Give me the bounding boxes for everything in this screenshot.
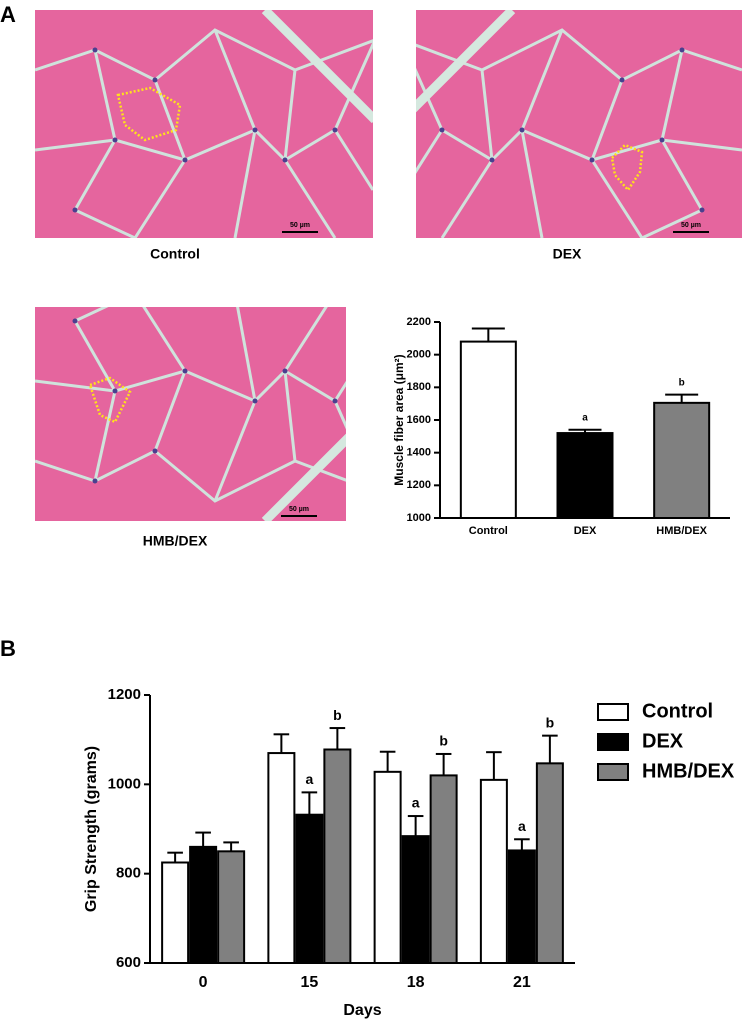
bar (556, 432, 614, 520)
bar (479, 778, 508, 964)
panel-label: B (0, 636, 16, 661)
x-tick-label: 15 (300, 974, 318, 991)
bar (373, 770, 402, 964)
bar (429, 774, 458, 965)
significance-label: a (412, 795, 420, 811)
y-tick-label: 800 (116, 865, 141, 882)
panel-label: A (0, 2, 16, 27)
bar (161, 861, 190, 964)
bar (653, 401, 711, 520)
legend-swatch (597, 733, 629, 751)
y-tick-label: 1400 (407, 447, 431, 459)
caption: HMB/DEX (143, 533, 208, 549)
x-tick-label: Control (469, 525, 508, 537)
legend-swatch (597, 763, 629, 781)
bar (401, 835, 430, 964)
bar (217, 850, 246, 964)
bar (189, 845, 218, 964)
y-tick-label: 1200 (108, 686, 141, 703)
bar (323, 748, 352, 965)
x-tick-label: 0 (199, 974, 208, 991)
y-tick-label: 1600 (407, 414, 431, 426)
scale-bar-label: 50 µm (289, 506, 309, 513)
bar (267, 752, 296, 964)
significance-label: b (679, 377, 685, 388)
x-tick-label: 21 (513, 974, 531, 991)
y-tick-label: 2200 (407, 316, 431, 328)
y-tick-label: 2000 (407, 349, 431, 361)
y-tick-label: 1200 (407, 479, 431, 491)
significance-label: b (546, 714, 555, 730)
significance-label: b (333, 707, 342, 723)
x-tick-label: HMB/DEX (656, 525, 707, 537)
bar (295, 813, 324, 964)
significance-label: a (582, 412, 588, 423)
y-tick-label: 1000 (108, 775, 141, 792)
legend-label: Control (642, 700, 713, 722)
significance-label: b (439, 733, 448, 749)
significance-label: a (305, 771, 313, 787)
y-axis-label: Muscle fiber area (μm²) (392, 354, 406, 485)
y-tick-label: 1000 (407, 512, 431, 524)
y-tick-label: 600 (116, 954, 141, 971)
caption: DEX (553, 246, 582, 262)
y-tick-label: 1800 (407, 381, 431, 393)
x-tick-label: 18 (407, 974, 425, 991)
micrograph: 50 µm HMB/DEX (35, 307, 346, 549)
significance-label: a (518, 818, 526, 834)
x-axis-label: Days (343, 1002, 381, 1019)
legend-swatch (597, 703, 629, 721)
legend-label: HMB/DEX (642, 760, 735, 782)
micrograph: 50 µm Control (35, 10, 373, 262)
bar (459, 340, 517, 519)
caption: Control (150, 246, 200, 262)
x-tick-label: DEX (574, 525, 597, 537)
legend-label: DEX (642, 730, 684, 752)
micrograph: 50 µm DEX (416, 10, 742, 262)
bar (507, 849, 536, 964)
scale-bar-label: 50 µm (681, 222, 701, 229)
y-axis-label: Grip Strength (grams) (83, 746, 100, 912)
scale-bar-label: 50 µm (290, 222, 310, 229)
bar (535, 762, 564, 965)
